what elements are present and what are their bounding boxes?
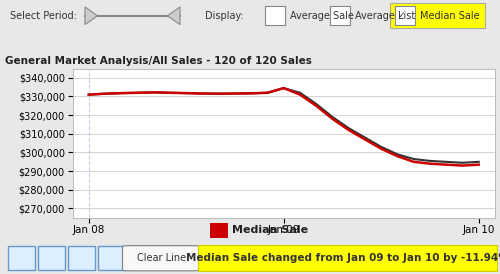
FancyBboxPatch shape bbox=[122, 246, 200, 271]
FancyBboxPatch shape bbox=[395, 6, 415, 25]
FancyBboxPatch shape bbox=[330, 6, 350, 25]
FancyBboxPatch shape bbox=[68, 246, 95, 270]
Text: Clear Line: Clear Line bbox=[137, 253, 186, 263]
Text: Average List: Average List bbox=[355, 11, 416, 21]
FancyBboxPatch shape bbox=[8, 246, 35, 270]
Polygon shape bbox=[168, 7, 180, 25]
Text: ✓: ✓ bbox=[398, 11, 405, 20]
FancyBboxPatch shape bbox=[198, 245, 496, 272]
FancyBboxPatch shape bbox=[390, 3, 485, 28]
FancyBboxPatch shape bbox=[38, 246, 65, 270]
Text: General Market Analysis/All Sales - 120 of 120 Sales: General Market Analysis/All Sales - 120 … bbox=[5, 56, 312, 66]
Text: Median Sale changed from Jan 09 to Jan 10 by -11.94%: Median Sale changed from Jan 09 to Jan 1… bbox=[186, 253, 500, 263]
Bar bbox=[210, 223, 228, 238]
Text: Median Sale: Median Sale bbox=[232, 225, 308, 235]
Text: Average Sale: Average Sale bbox=[290, 11, 354, 21]
Text: Select Period:: Select Period: bbox=[10, 11, 77, 21]
FancyBboxPatch shape bbox=[265, 6, 285, 25]
Polygon shape bbox=[85, 7, 98, 25]
FancyBboxPatch shape bbox=[98, 246, 125, 270]
Text: Display:: Display: bbox=[205, 11, 244, 21]
Text: Median Sale: Median Sale bbox=[420, 11, 480, 21]
